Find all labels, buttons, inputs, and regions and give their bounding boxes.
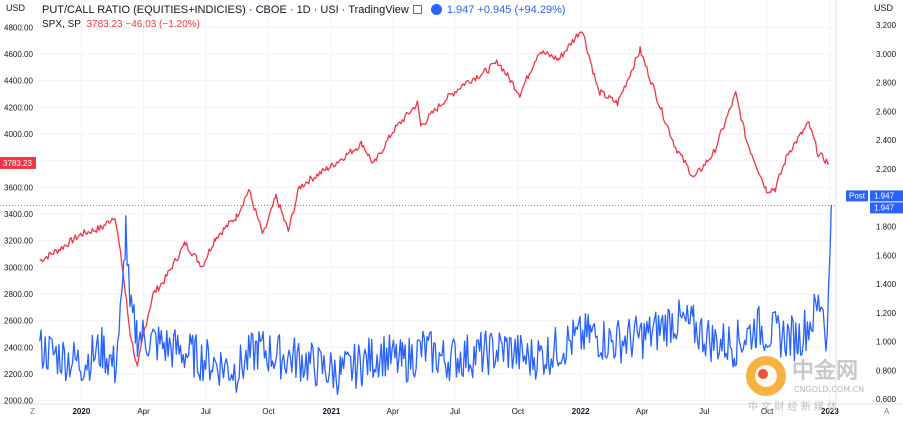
last-value-tag (870, 202, 903, 214)
series-line-put-call-ratio (39, 205, 832, 396)
x-tick-label: 2022 (572, 407, 590, 416)
watermark-domain: CNGOLD.COM.CN (794, 385, 864, 394)
y-right-tick-label: 1.800 (876, 223, 897, 232)
corner-z-label: Z (30, 407, 35, 416)
y-right-tick-label: 3.200 (876, 21, 897, 30)
legend-sub-change: −46.03 (−1.20%) (125, 19, 200, 30)
y-right-tick-label: 1.200 (876, 309, 897, 318)
x-tick-label: Oct (512, 407, 525, 416)
left-unit-label[interactable]: USD (6, 3, 26, 13)
corner-a-label: A (884, 407, 890, 416)
x-tick-label: Apr (387, 407, 400, 416)
spx-last-value-tag (0, 156, 36, 169)
left-axis: 4800.004600.004400.004200.004000.003800.… (4, 23, 33, 405)
y-left-tick-label: 2200.00 (4, 370, 33, 379)
y-right-tick-label: 0.800 (876, 366, 897, 375)
x-tick-label: 2023 (821, 407, 839, 416)
y-right-tick-label: 2.200 (876, 165, 897, 174)
x-tick-label: Jul (450, 407, 460, 416)
last-value-text: 1.947 (874, 203, 895, 212)
y-left-tick-label: 3600.00 (4, 183, 33, 192)
legend-main-change: +0.945 (+94.29%) (477, 4, 566, 16)
watermark: 中金网 CNGOLD.COM.CN 中 文 财 经 新 媒 体 (746, 356, 864, 413)
y-left-tick-label: 4600.00 (4, 50, 33, 59)
x-tick-label: Apr (137, 407, 150, 416)
square-icon (412, 5, 422, 14)
y-right-tick-label: 1.000 (876, 338, 897, 347)
legend-secondary[interactable]: SPX, SP 3783.23 −46.03 (−1.20%) (42, 19, 200, 30)
y-left-tick-label: 2800.00 (4, 290, 33, 299)
legend-sub-symbol: SPX, SP (42, 19, 81, 30)
y-right-tick-label: 2.400 (876, 136, 897, 145)
legend-main-value: 1.947 (446, 4, 475, 16)
y-left-tick-label: 2000.00 (4, 397, 33, 406)
y-left-tick-label: 3400.00 (4, 210, 33, 219)
y-right-tick-label: 2.800 (876, 79, 897, 88)
y-right-tick-label: 3.000 (876, 50, 897, 59)
y-left-tick-label: 2600.00 (4, 317, 33, 326)
y-left-tick-label: 4200.00 (4, 103, 33, 112)
legend-main[interactable]: PUT/CALL RATIO (EQUITIES+INDICIES) · CBO… (42, 4, 566, 16)
watermark-cn: 中金网 (792, 358, 858, 384)
y-left-tick-label: 2400.00 (4, 343, 33, 352)
x-tick-label: 2020 (72, 407, 90, 416)
y-left-tick-label: 4800.00 (4, 23, 33, 32)
y-right-tick-label: 2.600 (876, 107, 897, 116)
right-axis: 3.2003.0002.8002.6002.4002.2002.0001.800… (876, 21, 897, 404)
series-line-spx (39, 31, 830, 367)
post-tag (846, 190, 868, 202)
legend-title: PUT/CALL RATIO (EQUITIES+INDICIES) · CBO… (42, 4, 409, 16)
y-left-tick-label: 3000.00 (4, 263, 33, 272)
right-unit-label[interactable]: USD (874, 3, 894, 13)
post-tag-label: Post (849, 191, 866, 200)
value-tags: 3783.23 Post 1.947 1.947 (0, 156, 903, 214)
y-left-tick-label: 4400.00 (4, 77, 33, 86)
post-value-tag (870, 190, 903, 202)
x-tick-label: Apr (636, 407, 649, 416)
eye-icon[interactable] (430, 4, 442, 15)
y-right-tick-label: 0.600 (876, 395, 897, 404)
x-tick-label: Jul (201, 407, 211, 416)
y-left-tick-label: 3200.00 (4, 237, 33, 246)
post-value-text: 1.947 (874, 191, 895, 200)
y-left-tick-label: 4000.00 (4, 130, 33, 139)
series-lines (39, 31, 832, 396)
x-tick-label: Oct (761, 407, 774, 416)
y-right-tick-label: 1.600 (876, 251, 897, 260)
y-right-tick-label: 1.400 (876, 280, 897, 289)
spx-last-value-text: 3783.23 (3, 159, 32, 168)
x-tick-label: Oct (262, 407, 275, 416)
x-tick-label: 2021 (322, 407, 340, 416)
watermark-tagline: 中 文 财 经 新 媒 体 (748, 400, 837, 413)
x-tick-label: Jul (699, 407, 709, 416)
legend-sub-value: 3783.23 (86, 19, 123, 30)
x-axis: 2020 Apr Jul Oct 2021 Apr Jul Oct 2022 Apr Jul Oct 2… (30, 407, 890, 416)
